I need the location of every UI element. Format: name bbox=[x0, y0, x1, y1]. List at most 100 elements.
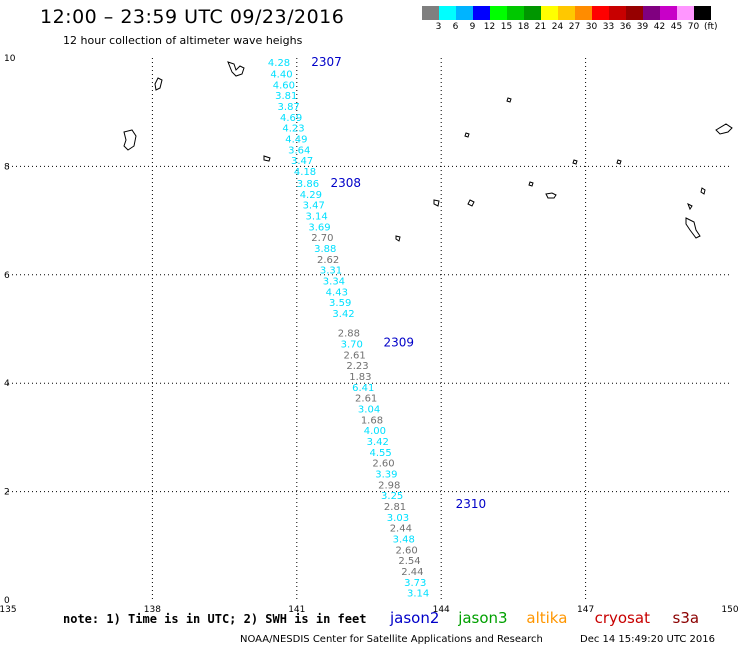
colorbar-label: 15 bbox=[500, 22, 513, 32]
legend-item-cryosat: cryosat bbox=[594, 609, 650, 627]
wave-height-value: 3.73 bbox=[404, 578, 426, 589]
timestamp-text: Dec 14 15:49:20 UTC 2016 bbox=[580, 634, 715, 645]
pass-label: 2310 bbox=[456, 497, 487, 511]
island-outline bbox=[395, 235, 401, 242]
wave-height-value: 3.70 bbox=[341, 339, 363, 350]
x-tick-label: 150 bbox=[721, 605, 738, 615]
colorbar-label: 70 bbox=[687, 22, 700, 32]
wave-height-value: 3.87 bbox=[278, 102, 300, 113]
legend-item-s3a: s3a bbox=[672, 609, 700, 627]
wave-height-value: 2.54 bbox=[398, 556, 420, 567]
colorbar-swatch bbox=[694, 6, 711, 20]
island-outline bbox=[545, 192, 557, 199]
colorbar-swatch bbox=[507, 6, 524, 20]
colorbar-swatch bbox=[575, 6, 592, 20]
wave-height-value: 4.69 bbox=[280, 113, 302, 124]
wave-height-value: 1.68 bbox=[361, 415, 383, 426]
y-tick-label: 2 bbox=[4, 488, 10, 498]
wave-height-value: 4.43 bbox=[326, 287, 348, 298]
wave-height-value: 6.41 bbox=[352, 383, 374, 394]
wave-height-value: 3.59 bbox=[329, 298, 351, 309]
wave-height-value: 3.42 bbox=[367, 437, 389, 448]
colorbar-swatch bbox=[592, 6, 609, 20]
island-outline bbox=[616, 159, 622, 165]
legend-item-jason2: jason2 bbox=[390, 609, 440, 627]
legend-item-jason3: jason3 bbox=[458, 609, 508, 627]
colorbar-swatch bbox=[609, 6, 626, 20]
legend-item-altika: altika bbox=[526, 609, 568, 627]
wave-height-value: 2.44 bbox=[401, 567, 423, 578]
y-tick-label: 0 bbox=[4, 596, 10, 606]
colorbar-swatch bbox=[456, 6, 473, 20]
wave-height-value: 4.49 bbox=[285, 135, 307, 146]
wave-height-value: 2.61 bbox=[343, 350, 365, 361]
wave-height-value: 3.14 bbox=[407, 589, 429, 600]
wave-height-value: 3.81 bbox=[275, 91, 297, 102]
wave-height-value: 2.62 bbox=[317, 255, 339, 266]
colorbar-label: 24 bbox=[551, 22, 564, 32]
wave-height-value: 3.34 bbox=[323, 277, 345, 288]
map-subtitle: 12 hour collection of altimeter wave hei… bbox=[63, 34, 303, 47]
y-tick-label: 10 bbox=[4, 54, 16, 64]
y-tick-label: 8 bbox=[4, 162, 10, 172]
island-outline bbox=[572, 159, 578, 165]
colorbar-swatch bbox=[643, 6, 660, 20]
y-tick-label: 6 bbox=[4, 271, 10, 281]
colorbar-label: 27 bbox=[568, 22, 581, 32]
x-tick-label: 147 bbox=[577, 605, 594, 615]
colorbar-swatch bbox=[677, 6, 694, 20]
wave-height-value: 4.60 bbox=[273, 80, 295, 91]
wave-height-value: 3.14 bbox=[305, 212, 327, 223]
y-tick-label: 4 bbox=[4, 379, 10, 389]
island-outline bbox=[687, 202, 693, 211]
wave-height-value: 2.88 bbox=[338, 329, 360, 340]
wave-height-value: 1.83 bbox=[349, 372, 371, 383]
island-outline bbox=[506, 97, 512, 103]
x-tick-label: 138 bbox=[144, 605, 161, 615]
island-outline bbox=[685, 217, 701, 239]
map-title: 12:00 – 23:59 UTC 09/23/2016 bbox=[40, 6, 345, 28]
colorbar-swatch bbox=[660, 6, 677, 20]
wave-height-value: 3.39 bbox=[375, 470, 397, 481]
wave-height-value: 3.48 bbox=[393, 535, 415, 546]
x-tick-label: 141 bbox=[288, 605, 305, 615]
wave-height-value: 3.42 bbox=[332, 309, 354, 320]
x-tick-label: 135 bbox=[0, 605, 17, 615]
colorbar bbox=[422, 6, 711, 20]
colorbar-swatch bbox=[558, 6, 575, 20]
colorbar-swatch bbox=[524, 6, 541, 20]
colorbar-swatch bbox=[473, 6, 490, 20]
wave-height-value: 2.44 bbox=[390, 524, 412, 535]
island-outline bbox=[528, 181, 534, 187]
colorbar-label: 21 bbox=[534, 22, 547, 32]
x-tick-label: 144 bbox=[433, 605, 450, 615]
wave-height-value: 3.88 bbox=[314, 244, 336, 255]
island-outline bbox=[123, 129, 137, 151]
wave-height-value: 3.69 bbox=[308, 222, 330, 233]
pass-label: 2308 bbox=[330, 176, 361, 190]
colorbar-label: 36 bbox=[619, 22, 632, 32]
colorbar-swatch bbox=[439, 6, 456, 20]
wave-height-value: 3.03 bbox=[387, 513, 409, 524]
wave-height-value: 3.31 bbox=[320, 266, 342, 277]
colorbar-label: 33 bbox=[602, 22, 615, 32]
pass-label: 2307 bbox=[311, 55, 342, 69]
colorbar-label: 42 bbox=[653, 22, 666, 32]
colorbar-unit: (ft) bbox=[704, 22, 718, 32]
wave-height-value: 2.81 bbox=[384, 502, 406, 513]
pass-label: 2309 bbox=[383, 335, 414, 349]
wave-height-value: 3.64 bbox=[288, 145, 310, 156]
wave-height-value: 4.28 bbox=[268, 58, 290, 69]
colorbar-label: 9 bbox=[469, 22, 476, 32]
island-outline bbox=[227, 61, 245, 77]
wave-height-value: 4.55 bbox=[369, 448, 391, 459]
island-outline bbox=[154, 77, 163, 91]
wave-height-value: 3.47 bbox=[303, 201, 325, 212]
colorbar-label: 3 bbox=[435, 22, 442, 32]
wave-height-value: 4.23 bbox=[282, 124, 304, 135]
colorbar-swatch bbox=[626, 6, 643, 20]
island-outline bbox=[715, 123, 733, 135]
wave-height-value: 4.29 bbox=[300, 190, 322, 201]
colorbar-label: 18 bbox=[517, 22, 530, 32]
